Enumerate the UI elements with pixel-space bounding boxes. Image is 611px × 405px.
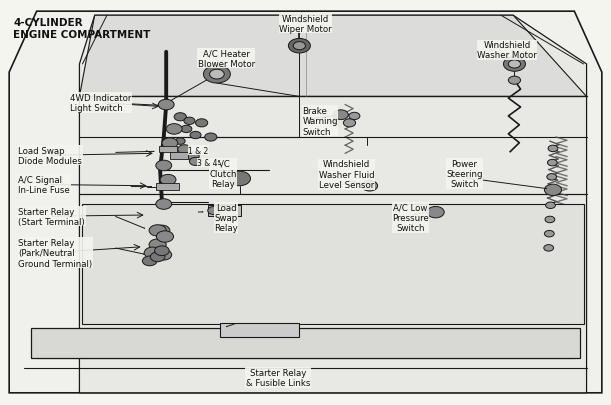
Text: Power
Steering
Switch: Power Steering Switch bbox=[446, 159, 483, 189]
Circle shape bbox=[427, 207, 444, 218]
Bar bbox=[208, 205, 241, 217]
Text: Load
Swap
Relay: Load Swap Relay bbox=[214, 203, 238, 233]
Circle shape bbox=[196, 119, 208, 128]
Circle shape bbox=[546, 202, 555, 209]
Circle shape bbox=[503, 58, 525, 72]
Circle shape bbox=[175, 139, 185, 145]
Circle shape bbox=[205, 134, 217, 142]
Circle shape bbox=[190, 132, 201, 139]
Circle shape bbox=[181, 126, 192, 133]
Circle shape bbox=[548, 146, 558, 152]
Text: Load Swap
Diode Modules: Load Swap Diode Modules bbox=[18, 146, 82, 166]
Text: 4WD Indicator
Light Switch: 4WD Indicator Light Switch bbox=[70, 94, 131, 113]
Circle shape bbox=[155, 246, 169, 256]
Circle shape bbox=[162, 139, 178, 149]
Circle shape bbox=[544, 231, 554, 237]
Circle shape bbox=[156, 250, 172, 260]
Text: 3 & 4: 3 & 4 bbox=[197, 159, 218, 168]
Circle shape bbox=[208, 207, 220, 215]
Circle shape bbox=[156, 231, 174, 243]
Text: A/C Heater
Blower Motor: A/C Heater Blower Motor bbox=[197, 49, 255, 68]
Circle shape bbox=[154, 226, 170, 236]
Bar bbox=[159, 146, 177, 152]
Bar bbox=[82, 205, 584, 324]
Circle shape bbox=[362, 181, 378, 192]
Text: Brake
Warning
Switch: Brake Warning Switch bbox=[302, 107, 338, 136]
Circle shape bbox=[544, 245, 554, 252]
Circle shape bbox=[547, 174, 557, 181]
Circle shape bbox=[149, 225, 166, 237]
Circle shape bbox=[189, 158, 202, 166]
Circle shape bbox=[229, 172, 251, 186]
Circle shape bbox=[288, 39, 310, 54]
Text: Starter Relay
(Park/Neutral
Ground Terminal): Starter Relay (Park/Neutral Ground Termi… bbox=[18, 238, 92, 268]
Bar bbox=[170, 153, 188, 159]
Bar bbox=[220, 323, 299, 337]
Circle shape bbox=[156, 199, 172, 210]
Circle shape bbox=[508, 77, 521, 85]
Circle shape bbox=[546, 188, 556, 195]
Circle shape bbox=[334, 111, 348, 120]
Text: A/C
Clutch
Relay: A/C Clutch Relay bbox=[209, 159, 237, 189]
Circle shape bbox=[184, 118, 195, 125]
Text: A/C Signal
In-Line Fuse: A/C Signal In-Line Fuse bbox=[18, 175, 70, 195]
Text: 1 & 2: 1 & 2 bbox=[188, 146, 208, 155]
Circle shape bbox=[156, 161, 172, 171]
Circle shape bbox=[343, 119, 356, 128]
Text: Windshield
Wiper Motor: Windshield Wiper Motor bbox=[279, 15, 332, 34]
Circle shape bbox=[210, 70, 224, 80]
Text: Windshield
Washer Motor: Windshield Washer Motor bbox=[477, 41, 537, 60]
Polygon shape bbox=[79, 16, 587, 393]
Text: Windshield
Washer Fluid
Level Sensor: Windshield Washer Fluid Level Sensor bbox=[318, 160, 375, 190]
Circle shape bbox=[160, 175, 176, 185]
Polygon shape bbox=[9, 12, 602, 393]
Text: A/C Low
Pressure
Switch: A/C Low Pressure Switch bbox=[392, 203, 429, 233]
Polygon shape bbox=[79, 16, 587, 97]
Text: Starter Relay
(Start Terminal): Starter Relay (Start Terminal) bbox=[18, 207, 85, 226]
Circle shape bbox=[293, 43, 306, 51]
Circle shape bbox=[150, 252, 165, 262]
Circle shape bbox=[174, 113, 186, 121]
Bar bbox=[156, 184, 179, 190]
Circle shape bbox=[203, 66, 230, 84]
Circle shape bbox=[349, 113, 360, 120]
Circle shape bbox=[178, 145, 191, 154]
Circle shape bbox=[544, 185, 562, 196]
Circle shape bbox=[545, 217, 555, 223]
Circle shape bbox=[508, 61, 521, 69]
Circle shape bbox=[158, 100, 174, 111]
Circle shape bbox=[149, 239, 166, 251]
Circle shape bbox=[547, 160, 557, 166]
Circle shape bbox=[166, 124, 182, 135]
Text: Starter Relay
& Fusible Links: Starter Relay & Fusible Links bbox=[246, 368, 310, 387]
Circle shape bbox=[142, 256, 157, 266]
Circle shape bbox=[144, 247, 161, 259]
Circle shape bbox=[187, 153, 199, 161]
Bar bbox=[31, 328, 580, 358]
Text: 4-CYLINDER
ENGINE COMPARTMENT: 4-CYLINDER ENGINE COMPARTMENT bbox=[13, 18, 151, 40]
